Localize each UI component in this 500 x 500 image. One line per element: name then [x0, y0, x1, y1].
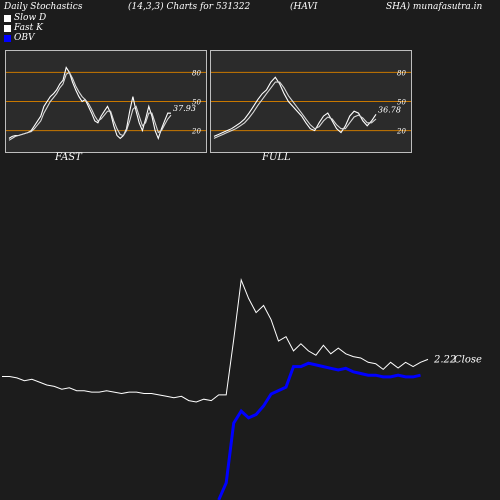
fast-stoch-chart: 80 50 20 37.93: [6, 66, 206, 141]
legend-label-slow-d: Slow D: [14, 13, 47, 23]
obv-line: [217, 361, 421, 500]
full-stoch-chart: 80 50 20 36.78: [211, 69, 411, 139]
legend-label-fast-k: Fast K: [14, 23, 43, 33]
chart-params: (14,3,3) Charts for 531322: [128, 2, 251, 12]
legend-fast-k: Fast K: [4, 23, 43, 33]
legend-swatch-fast-k: [4, 24, 11, 32]
fast-panel-label: FAST: [55, 152, 82, 163]
symbol-part-1: (HAVI: [290, 2, 318, 12]
full-fast-k-line: [213, 76, 377, 137]
chart-title: Daily Stochastics: [4, 2, 83, 12]
fast-level-label-50: 50: [192, 99, 201, 107]
close-suffix-label: Close: [454, 354, 482, 365]
fast-fast-k-line: [8, 66, 172, 140]
legend-swatch-obv: [4, 34, 11, 42]
fast-level-label-80: 80: [192, 69, 201, 77]
full-last-value-label: 36.78: [378, 105, 401, 114]
symbol-part-2: SHA) munafasutra.in: [386, 2, 483, 12]
full-level-label-50: 50: [397, 99, 406, 107]
full-panel-label: FULL: [262, 152, 291, 163]
fast-level-label-20: 20: [191, 128, 201, 136]
full-slow-d-line: [213, 81, 377, 139]
full-level-label-80: 80: [397, 69, 406, 77]
legend-swatch-slow-d: [4, 14, 11, 22]
close-value-label: 2.22: [433, 354, 456, 365]
full-level-label-20: 20: [396, 128, 406, 136]
legend-obv: OBV: [4, 33, 35, 43]
fast-last-value-label: 37.93: [173, 104, 196, 113]
legend-label-obv: OBV: [14, 33, 35, 43]
fast-slow-d-line: [8, 71, 172, 141]
legend-slow-d: Slow D: [4, 13, 46, 23]
fast-stoch-panel: 80 50 20 37.93: [5, 50, 207, 153]
price-line: [2, 278, 429, 403]
full-stoch-panel: 80 50 20 36.78: [210, 50, 412, 153]
